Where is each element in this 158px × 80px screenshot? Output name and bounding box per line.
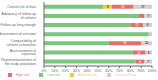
svg-text:0%: 0% [41,69,46,73]
svg-text:12: 12 [135,23,139,27]
svg-text:Ascertainment ofexposure: Ascertainment ofexposure [10,49,36,57]
svg-text:Comparability ofcohorts at bas: Comparability ofcohorts at baseline [8,39,36,47]
svg-text:20%: 20% [62,69,69,73]
svg-text:6: 6 [148,51,150,55]
svg-text:50%: 50% [94,69,101,73]
svg-text:8: 8 [139,60,141,64]
svg-text:100%: 100% [148,69,150,73]
svg-text:30%: 30% [73,69,80,73]
svg-text:Adequacy of follow-upof cohort: Adequacy of follow-upof cohorts [8,12,36,20]
svg-text:40%: 40% [84,69,91,73]
html-text:Low risk: Low risk [47,73,61,77]
svg-text:17: 17 [141,5,145,9]
svg-text:12: 12 [137,51,141,55]
svg-text:8: 8 [147,23,149,27]
html-text:High risk: High risk [15,73,30,77]
svg-text:10%: 10% [51,69,58,73]
svg-text:90%: 90% [138,69,145,73]
html-text:Medium risk: Medium risk [78,73,97,77]
svg-text:20: 20 [121,5,125,9]
svg-text:Overall risk of bias: Overall risk of bias [8,5,36,9]
svg-text:80%: 80% [127,69,134,73]
svg-text:60%: 60% [105,69,112,73]
svg-text:70%: 70% [116,69,123,73]
svg-text:8: 8 [107,5,109,9]
svg-text:10: 10 [145,41,149,45]
html-text:Unclear/None: Unclear/None [115,73,137,77]
svg-text:7: 7 [147,60,149,64]
svg-text:30: 30 [123,41,127,45]
svg-text:Representativeness ofthe study: Representativeness ofthe study populatio… [8,58,36,66]
svg-text:Assessment of outcome: Assessment of outcome [8,32,36,36]
svg-text:Follow-up long enough: Follow-up long enough [8,23,36,27]
svg-text:7: 7 [147,14,149,18]
